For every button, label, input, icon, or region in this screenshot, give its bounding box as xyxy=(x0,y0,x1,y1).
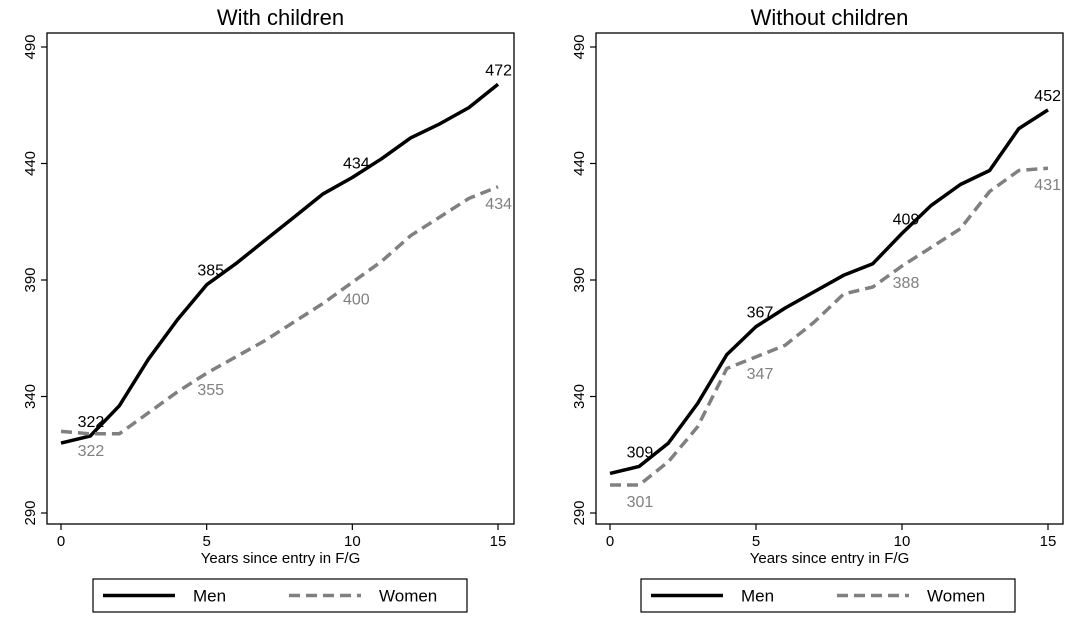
legend-label-men: Men xyxy=(193,587,226,606)
y-tick-label: 340 xyxy=(22,384,39,409)
chart-panel-1: With children 290 340 390 440 490 0 5 10 15 Years … xyxy=(22,5,515,613)
data-label-women: 301 xyxy=(627,494,654,511)
x-tick-label: 10 xyxy=(894,533,911,550)
series-line-men xyxy=(609,108,1049,476)
x-tick-label: 15 xyxy=(490,533,507,550)
data-label-men: 367 xyxy=(747,305,774,322)
x-axis-label: Years since entry in F/G xyxy=(750,550,910,567)
data-label-women: 347 xyxy=(747,366,774,383)
data-label-women: 431 xyxy=(1034,177,1061,194)
y-tick-label: 490 xyxy=(571,34,588,59)
legend-label-women: Women xyxy=(927,587,985,606)
x-tick-label: 5 xyxy=(202,533,210,550)
y-tick-label: 440 xyxy=(22,151,39,176)
x-tick-label: 15 xyxy=(1040,533,1057,550)
chart-panel-2: Without children 290 340 390 440 490 0 5 10 15 Yea… xyxy=(571,5,1064,613)
series-line-women xyxy=(60,185,499,436)
legend-label-women: Women xyxy=(379,587,437,606)
data-label-men: 472 xyxy=(485,62,512,79)
x-tick-label: 0 xyxy=(57,533,65,550)
data-label-women: 355 xyxy=(197,382,224,399)
x-tick-label: 10 xyxy=(344,533,361,550)
data-label-women: 322 xyxy=(78,443,105,460)
data-label-men: 309 xyxy=(627,444,654,461)
plot-frame xyxy=(46,32,515,525)
x-axis-label: Years since entry in F/G xyxy=(201,550,361,567)
y-tick-label: 490 xyxy=(22,34,39,59)
chart-title: With children xyxy=(217,5,344,30)
data-label-women: 400 xyxy=(343,291,370,308)
data-label-men: 322 xyxy=(78,414,105,431)
data-label-women: 388 xyxy=(893,275,920,292)
data-label-men: 409 xyxy=(893,211,920,228)
y-tick-label: 390 xyxy=(22,267,39,292)
legend-label-men: Men xyxy=(741,587,774,606)
x-tick-label: 5 xyxy=(752,533,760,550)
x-tick-label: 0 xyxy=(606,533,614,550)
y-tick-label: 440 xyxy=(571,151,588,176)
data-label-men: 452 xyxy=(1034,88,1061,105)
data-label-men: 385 xyxy=(197,263,224,280)
legend-box xyxy=(92,578,468,613)
y-tick-label: 340 xyxy=(571,384,588,409)
y-tick-label: 290 xyxy=(571,500,588,525)
data-label-women: 434 xyxy=(485,196,512,213)
y-tick-label: 290 xyxy=(22,500,39,525)
y-tick-label: 390 xyxy=(571,267,588,292)
chart-title: Without children xyxy=(751,5,909,30)
series-line-women xyxy=(610,166,1049,487)
data-label-men: 434 xyxy=(343,155,370,172)
series-line-men xyxy=(60,82,500,445)
plot-frame xyxy=(595,32,1064,525)
